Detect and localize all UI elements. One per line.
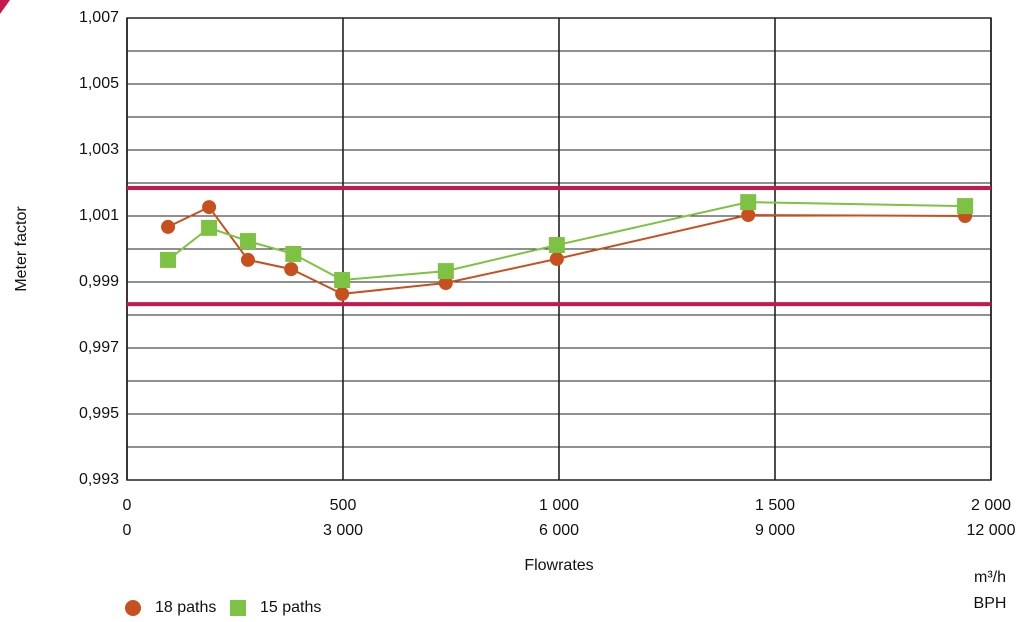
y-axis-label: Meter factor (13, 206, 30, 292)
point (240, 252, 255, 267)
point (438, 275, 453, 290)
point (202, 200, 217, 215)
y-tick-label: 1,001 (79, 207, 119, 224)
point (284, 262, 299, 277)
x-tick-label: 500 (330, 497, 357, 514)
y-tick-label: 0,997 (79, 339, 119, 356)
x-tick-label: 1 000 (539, 497, 579, 514)
y-tick-label: 0,999 (79, 273, 119, 290)
point (334, 272, 351, 289)
y-tick-label: 1,003 (79, 141, 119, 158)
point (957, 198, 974, 215)
point (201, 219, 218, 236)
plot-frame (126, 17, 992, 481)
point (740, 194, 757, 211)
x-axis-label: Flowrates (524, 557, 593, 574)
x-tick-label: 0 (123, 497, 132, 514)
y-tick-label: 0,993 (79, 471, 119, 488)
point (335, 286, 350, 301)
x2-tick-label: 9 000 (755, 522, 795, 539)
y-tick-label: 1,005 (79, 75, 119, 92)
point (239, 233, 256, 250)
legend-marker (230, 600, 246, 616)
x2-unit: BPH (974, 595, 1007, 612)
x2-tick-label: 0 (123, 522, 132, 539)
y-tick-label: 0,995 (79, 405, 119, 422)
point (548, 237, 565, 254)
point (285, 245, 302, 262)
x-unit: m³/h (974, 569, 1006, 586)
legend-label: 15 paths (260, 599, 321, 616)
point (161, 219, 176, 234)
x2-tick-label: 12 000 (967, 522, 1016, 539)
y-tick-label: 1,007 (79, 9, 119, 26)
x-tick-label: 2 000 (971, 497, 1011, 514)
point (741, 208, 756, 223)
point (160, 251, 177, 268)
corner-mark (0, 0, 10, 14)
point (549, 251, 564, 266)
x-tick-label: 1 500 (755, 497, 795, 514)
x2-tick-label: 3 000 (323, 522, 363, 539)
point (437, 263, 454, 280)
x2-tick-label: 6 000 (539, 522, 579, 539)
legend-marker (125, 600, 141, 616)
legend-label: 18 paths (155, 599, 216, 616)
